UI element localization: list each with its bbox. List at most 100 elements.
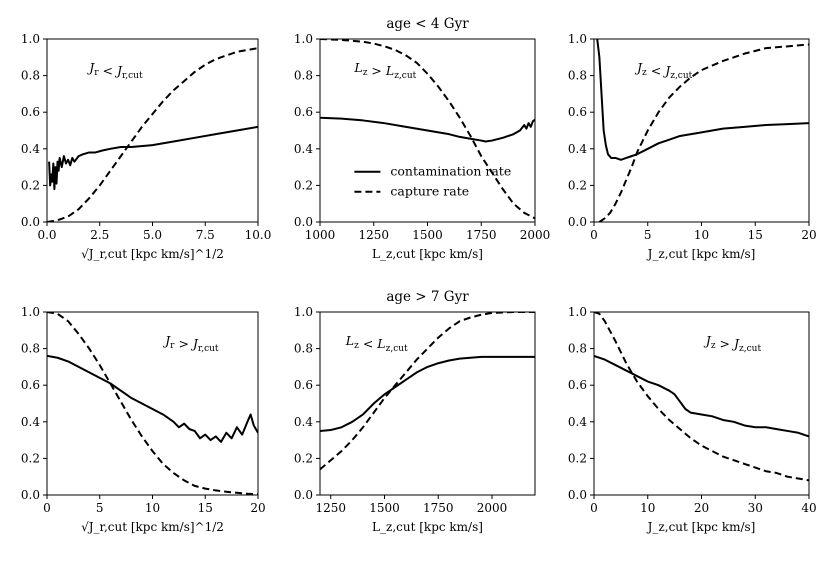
y-tick-label: 0.0 bbox=[294, 488, 313, 502]
y-tick-label: 0.8 bbox=[294, 69, 313, 83]
x-axis-label: L_z,cut [kpc km/s] bbox=[372, 520, 483, 534]
x-tick-label: 1250 bbox=[358, 228, 389, 242]
y-tick-label: 0.8 bbox=[568, 342, 587, 356]
y-tick-label: 1.0 bbox=[294, 32, 313, 46]
legend: contamination rate capture rate bbox=[354, 164, 511, 199]
panel-annotation: Jr > Jr,cut bbox=[162, 333, 219, 354]
y-tick-label: 0.2 bbox=[294, 178, 313, 192]
x-tick-label: 10 bbox=[694, 228, 709, 242]
y-tick-label: 0.0 bbox=[21, 488, 40, 502]
y-tick-label: 0.2 bbox=[568, 451, 587, 465]
x-tick-label: 0.0 bbox=[37, 228, 56, 242]
y-tick-label: 0.8 bbox=[568, 69, 587, 83]
x-tick-label: 15 bbox=[198, 501, 213, 515]
y-tick-label: 0.8 bbox=[294, 342, 313, 356]
x-tick-label: 2.5 bbox=[90, 228, 109, 242]
capture-rate-line bbox=[47, 47, 258, 222]
x-tick-label: 2000 bbox=[477, 501, 508, 515]
row-title-1: age < 4 Gyr bbox=[386, 16, 469, 32]
panel-annotation: Jz > Jz,cut bbox=[703, 333, 762, 354]
x-tick-label: 7.5 bbox=[196, 228, 215, 242]
x-tick-label: 1500 bbox=[369, 501, 400, 515]
panel-1: 0.0 2.5 5.0 7.5 10.0 0.0 0.2 0.4 0.6 0.8 1.0 √J_r,c… bbox=[21, 32, 271, 261]
x-axis-label: √J_r,cut [kpc km/s]^1/2 bbox=[81, 520, 224, 534]
row-title-2: age > 7 Gyr bbox=[386, 289, 469, 305]
y-tick-label: 0.6 bbox=[568, 105, 587, 119]
x-tick-label: 20 bbox=[694, 501, 709, 515]
capture-rate-line bbox=[47, 312, 258, 495]
panel-5: 1250 1500 1750 2000 0.0 0.2 0.4 0.6 0.8 1.0 L_z,cu… bbox=[294, 305, 536, 534]
y-tick-label: 0.4 bbox=[568, 415, 587, 429]
axes-frame bbox=[46, 311, 259, 496]
contamination-rate-line bbox=[320, 116, 535, 143]
x-tick-label: 30 bbox=[748, 501, 763, 515]
x-tick-label: 5.0 bbox=[143, 228, 162, 242]
capture-rate-line bbox=[320, 312, 535, 471]
y-tick-label: 1.0 bbox=[294, 305, 313, 319]
capture-rate-line bbox=[598, 43, 809, 222]
x-axis-label: √J_r,cut [kpc km/s]^1/2 bbox=[81, 247, 224, 261]
y-tick-label: 0.4 bbox=[568, 142, 587, 156]
x-tick-label: 5 bbox=[644, 228, 652, 242]
panel-2: 1000 1250 1500 1750 2000 0.0 0.2 0.4 0.6 0.8 1.0 L_… bbox=[294, 32, 550, 261]
axes-frame bbox=[319, 311, 536, 496]
y-tick-label: 0.4 bbox=[21, 415, 40, 429]
legend-label: contamination rate bbox=[390, 164, 511, 179]
x-tick-label: 1000 bbox=[305, 228, 336, 242]
x-axis-label: J_z,cut [kpc km/s] bbox=[646, 520, 756, 534]
contamination-rate-line bbox=[596, 39, 809, 161]
x-tick-label: 0 bbox=[43, 501, 51, 515]
contamination-rate-line bbox=[594, 354, 809, 438]
x-tick-label: 10 bbox=[145, 501, 160, 515]
x-tick-label: 1750 bbox=[466, 228, 497, 242]
y-tick-label: 0.4 bbox=[294, 415, 313, 429]
panel-annotation: Lz > Lz,cut bbox=[353, 60, 416, 81]
panel-annotation: Lz < Lz,cut bbox=[345, 333, 408, 354]
y-tick-label: 0.6 bbox=[568, 378, 587, 392]
y-tick-label: 1.0 bbox=[21, 32, 40, 46]
axes-frame bbox=[46, 38, 259, 223]
y-tick-label: 0.6 bbox=[21, 105, 40, 119]
y-tick-label: 0.2 bbox=[568, 178, 587, 192]
y-tick-label: 0.0 bbox=[294, 215, 313, 229]
x-axis-label: L_z,cut [kpc km/s] bbox=[372, 247, 483, 261]
panel-annotation: Jz < Jz,cut bbox=[634, 60, 693, 81]
x-tick-label: 40 bbox=[801, 501, 816, 515]
axes-frame bbox=[593, 38, 810, 223]
x-tick-label: 1500 bbox=[412, 228, 443, 242]
y-tick-label: 0.6 bbox=[21, 378, 40, 392]
x-tick-label: 15 bbox=[748, 228, 763, 242]
panel-annotation: Jr < Jr,cut bbox=[86, 60, 143, 81]
y-tick-label: 1.0 bbox=[21, 305, 40, 319]
x-tick-label: 1750 bbox=[423, 501, 454, 515]
y-tick-label: 0.8 bbox=[21, 69, 40, 83]
x-tick-label: 10 bbox=[640, 501, 655, 515]
y-tick-label: 0.2 bbox=[21, 178, 40, 192]
capture-rate-line bbox=[320, 39, 535, 220]
panel-6: 0 10 20 30 40 0.0 0.2 0.4 0.6 0.8 1.0 J_z,cut [kpc … bbox=[568, 305, 817, 534]
x-tick-label: 20 bbox=[801, 228, 816, 242]
y-tick-label: 1.0 bbox=[568, 32, 587, 46]
panel-4: 0 5 10 15 20 0.0 0.2 0.4 0.6 0.8 1.0 √J_r,cut [kpc … bbox=[21, 305, 266, 534]
axes-frame bbox=[593, 311, 810, 496]
x-tick-label: 5 bbox=[96, 501, 104, 515]
y-tick-label: 0.4 bbox=[21, 142, 40, 156]
panel-3: 0 5 10 15 20 0.0 0.2 0.4 0.6 0.8 1.0 J_z,cut [kpc k… bbox=[568, 32, 817, 261]
x-tick-label: 2000 bbox=[520, 228, 551, 242]
contamination-rate-line bbox=[48, 125, 258, 191]
x-tick-label: 0 bbox=[590, 501, 598, 515]
x-tick-label: 1250 bbox=[315, 501, 346, 515]
y-tick-label: 1.0 bbox=[568, 305, 587, 319]
y-tick-label: 0.6 bbox=[294, 378, 313, 392]
y-tick-label: 0.8 bbox=[21, 342, 40, 356]
contamination-rate-line bbox=[320, 355, 535, 432]
y-tick-label: 0.0 bbox=[21, 215, 40, 229]
x-axis-label: J_z,cut [kpc km/s] bbox=[646, 247, 756, 261]
y-tick-label: 0.2 bbox=[294, 451, 313, 465]
y-tick-label: 0.4 bbox=[294, 142, 313, 156]
x-tick-label: 10.0 bbox=[245, 228, 272, 242]
x-tick-label: 0 bbox=[590, 228, 598, 242]
y-tick-label: 0.0 bbox=[568, 215, 587, 229]
